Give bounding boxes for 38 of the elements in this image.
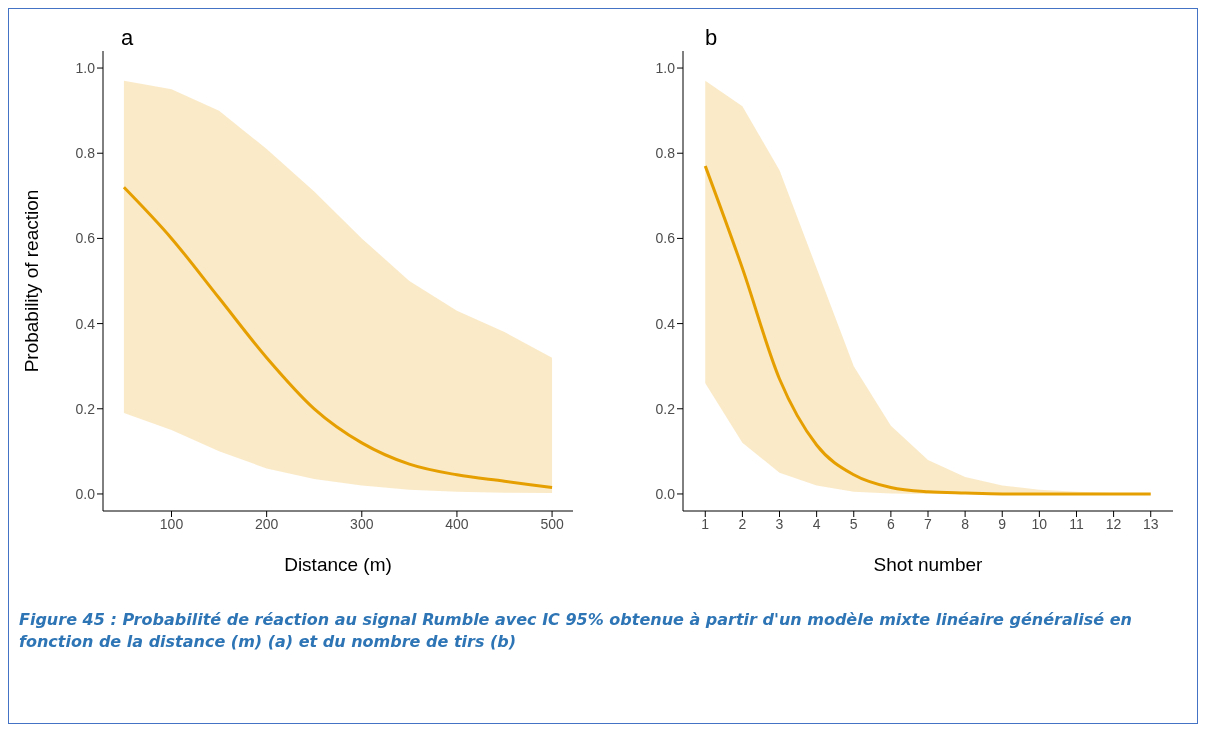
chart-title: b: [705, 25, 718, 51]
x-tick-label: 8: [961, 515, 970, 532]
x-tick-label: 100: [159, 515, 184, 532]
y-tick-label: 0.2: [75, 400, 96, 417]
x-tick-label: 4: [812, 515, 821, 532]
x-tick-label: 200: [254, 515, 279, 532]
x-tick-label: 12: [1105, 515, 1122, 532]
x-tick-label: 10: [1031, 515, 1048, 532]
x-tick-label: 11: [1069, 515, 1084, 532]
y-tick-label: 0.8: [655, 145, 676, 162]
line-series: [122, 185, 554, 490]
x-tick-label: 6: [886, 515, 895, 532]
x-tick-label: 1: [701, 515, 710, 532]
x-tick-label: 2: [738, 515, 747, 532]
x-tick-label: 9: [998, 515, 1007, 532]
x-tick-label: 5: [849, 515, 858, 532]
y-tick-label: 1.0: [75, 60, 96, 77]
y-tick-label: 0.6: [655, 230, 676, 247]
y-tick-label: 0.8: [75, 145, 96, 162]
caption: Figure 45 : Probabilité de réaction au signal Rumble avec IC 95% obtenue à partir d'un modèle mixte linéaire généralisé en fonction de la distance (m) (a) et du nombre de tirs (b): [19, 609, 1133, 653]
chart-title: a: [121, 25, 134, 51]
y-tick-label: 0.0: [655, 485, 676, 502]
x-axis-title: Distance (m): [284, 554, 392, 575]
y-tick-label: 0.4: [75, 315, 96, 332]
x-tick-label: 300: [350, 515, 374, 532]
y-tick-label: 0.2: [655, 400, 676, 417]
x-tick-label: 7: [924, 515, 933, 532]
x-tick-label: 500: [540, 515, 564, 532]
x-tick-label: 400: [445, 515, 469, 532]
line-series: [703, 164, 1153, 496]
x-tick-label: 13: [1142, 515, 1159, 532]
x-axis-title: Shot number: [873, 554, 984, 575]
y-tick-label: 0.4: [655, 315, 676, 332]
y-tick-label: 0.6: [75, 230, 96, 247]
x-tick-label: 3: [775, 515, 784, 532]
y-axis-title: Probability of reaction: [20, 189, 42, 373]
y-tick-label: 0.0: [75, 485, 96, 502]
y-tick-label: 1.0: [655, 60, 676, 77]
